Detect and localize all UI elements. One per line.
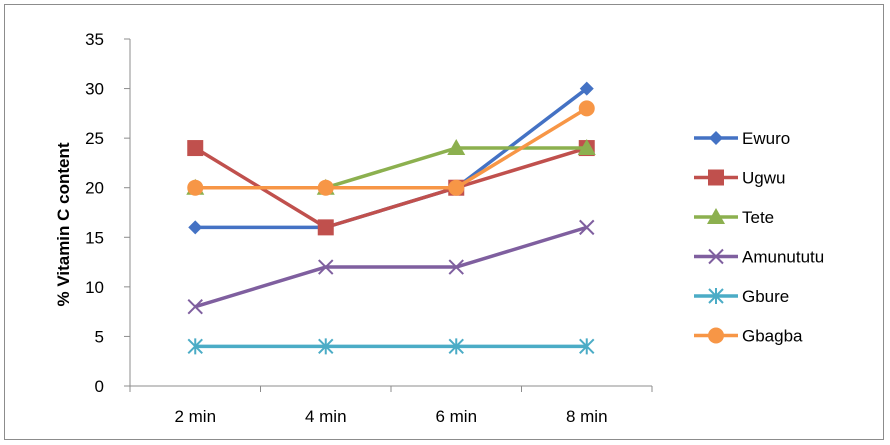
- data-point: [577, 139, 596, 156]
- series-amunututu: [187, 219, 595, 315]
- y-tick-label: 25: [85, 129, 104, 148]
- legend-marker: [708, 169, 724, 186]
- chart-frame: [4, 4, 884, 440]
- series-line: [195, 106, 588, 190]
- legend-label: Gbure: [742, 287, 789, 306]
- y-tick-label: 0: [95, 377, 104, 396]
- legend-item-gbagba: Gbagba: [694, 327, 803, 346]
- data-point: [187, 140, 204, 157]
- data-point: [448, 338, 464, 355]
- legend-item-tete: Tete: [694, 208, 774, 227]
- data-point: [447, 139, 466, 156]
- y-tick-label: 5: [95, 327, 104, 346]
- y-tick-label: 30: [85, 80, 104, 99]
- data-point: [318, 338, 334, 355]
- legend-label: Ewuro: [742, 129, 790, 148]
- legend-item-ugwu: Ugwu: [694, 169, 785, 188]
- y-tick-label: 10: [85, 278, 104, 297]
- data-point: [579, 81, 594, 96]
- y-tick-label: 20: [85, 179, 104, 198]
- legend-item-gbure: Gbure: [694, 287, 789, 306]
- y-axis-ticks: 0 5 10 15 20 25 30 35: [85, 30, 130, 396]
- series-layer: [186, 81, 596, 355]
- legend-marker: [709, 131, 723, 145]
- series-gbure: [187, 338, 595, 355]
- data-point: [187, 179, 204, 196]
- x-tick-label: 6 min: [435, 407, 477, 426]
- data-point: [187, 338, 203, 355]
- series-line: [194, 225, 588, 309]
- series-ewuro: [188, 81, 594, 235]
- legend-item-amunututu: Amunututu: [694, 248, 824, 267]
- y-tick-label: 35: [85, 30, 104, 49]
- y-axis-label: % Vitamin C content: [54, 142, 73, 306]
- legend-marker: [708, 288, 724, 304]
- data-point: [188, 220, 203, 235]
- legend: Ewuro Ugwu Tete Amunututu Gbure Gbagba: [694, 129, 824, 346]
- legend-item-ewuro: Ewuro: [694, 129, 790, 148]
- x-tick-label: 2 min: [174, 407, 216, 426]
- legend-marker: [708, 248, 724, 265]
- data-point: [578, 100, 595, 117]
- series-gbagba: [187, 100, 595, 196]
- data-point: [187, 298, 203, 315]
- legend-label: Amunututu: [742, 248, 824, 267]
- legend-label: Tete: [742, 208, 774, 227]
- legend-marker: [707, 208, 725, 224]
- data-point: [579, 338, 595, 355]
- legend-marker: [708, 327, 724, 344]
- data-point: [448, 259, 464, 275]
- data-point: [317, 219, 334, 236]
- data-point: [579, 219, 595, 236]
- data-point: [318, 259, 334, 275]
- x-tick-label: 8 min: [566, 407, 608, 426]
- axes: [129, 39, 652, 387]
- y-tick-label: 15: [85, 228, 104, 247]
- legend-label: Gbagba: [742, 327, 803, 346]
- data-point: [448, 179, 465, 196]
- x-tick-label: 4 min: [305, 407, 347, 426]
- legend-label: Ugwu: [742, 169, 785, 188]
- data-point: [317, 179, 334, 196]
- x-axis-ticks: 2 min 4 min 6 min 8 min: [129, 386, 653, 426]
